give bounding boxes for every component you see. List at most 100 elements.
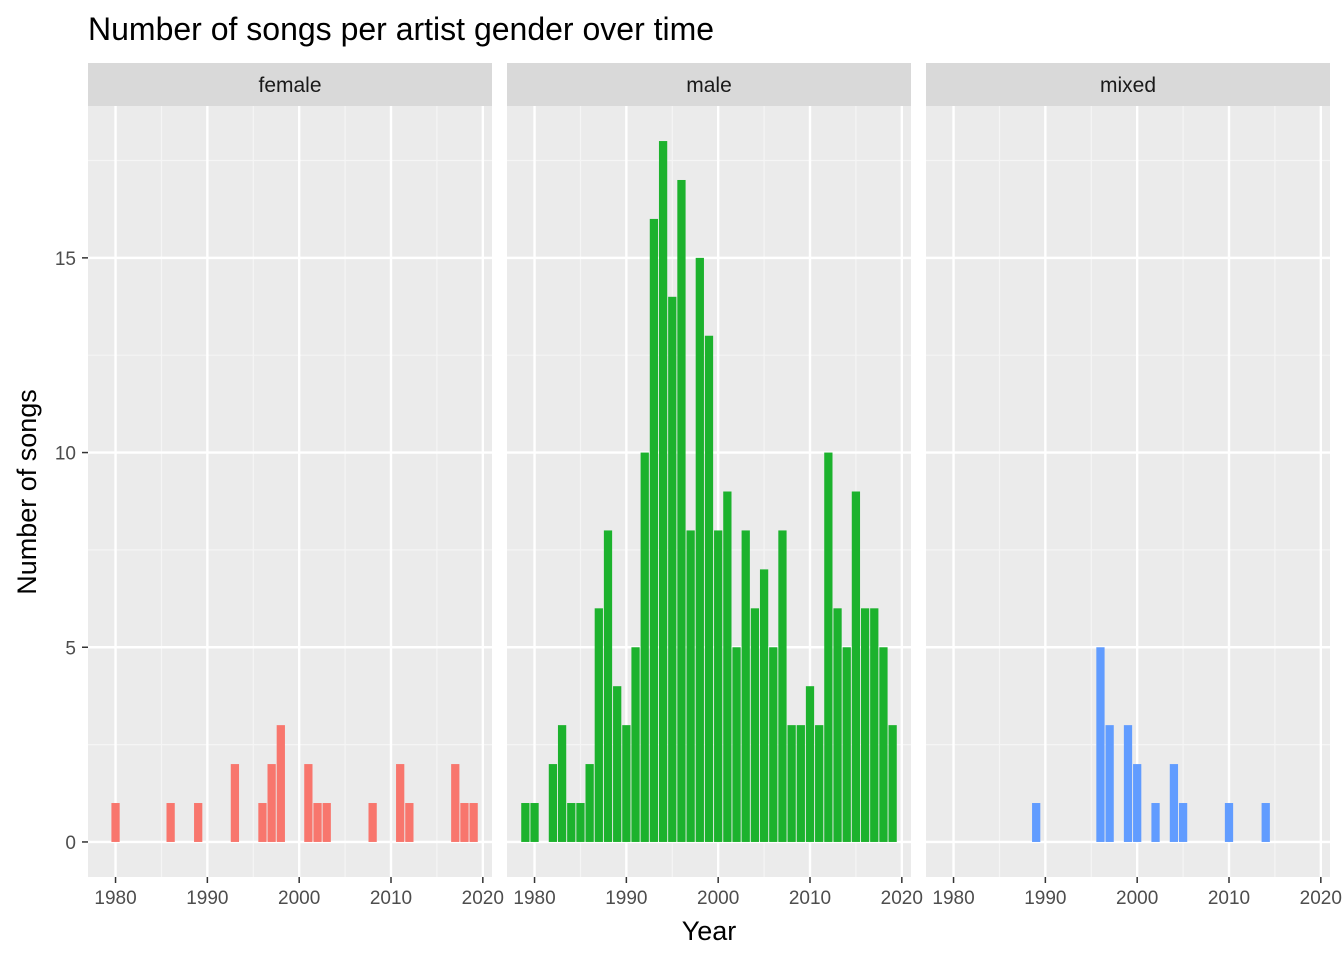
bar-female-1996 [258,803,267,842]
bar-female-1980 [111,803,120,842]
bar-mixed-2000 [1133,764,1142,842]
bar-male-2016 [860,608,870,842]
x-tick-label: 2000 [1116,888,1158,909]
bar-male-2006 [769,647,778,842]
bar-male-2010 [805,686,815,842]
x-tick-label: 2000 [278,888,320,909]
bar-male-2015 [851,491,861,842]
bar-male-2011 [815,725,824,842]
bar-male-2003 [741,530,750,842]
x-tick-label: 2000 [697,888,739,909]
bar-male-2012 [824,452,833,842]
bar-male-1997 [686,530,695,842]
bar-male-1985 [576,803,585,842]
chart-title: Number of songs per artist gender over t… [88,11,714,47]
x-axis-title: Year [682,916,737,946]
bar-male-1993 [649,218,659,842]
y-tick-label: 5 [65,638,76,659]
bar-male-2007 [778,530,787,842]
bar-male-2019 [888,725,897,842]
bar-female-1993 [230,764,240,842]
bar-female-2012 [405,803,414,842]
x-tick-label: 2020 [462,888,504,909]
bar-female-1989 [194,803,203,842]
x-tick-label: 1990 [186,888,228,909]
bar-male-1988 [603,530,613,842]
bar-male-1979 [521,803,530,842]
bar-male-2017 [870,608,879,842]
bar-male-1991 [631,647,640,842]
bar-male-1986 [585,764,594,842]
bar-mixed-1996 [1096,647,1105,842]
bar-mixed-2005 [1178,803,1188,842]
facet-panels: female 1980 1990 2000 2010 2020 male 1980 1990 20… [88,63,1342,909]
panel-male: male 1980 1990 2000 2010 2020 [507,63,923,909]
bar-mixed-1997 [1105,725,1114,842]
bar-male-2005 [759,569,769,842]
y-axis-title: Number of songs [12,389,42,595]
bar-female-1998 [276,725,285,842]
bar-male-1994 [658,141,668,842]
bar-male-1999 [704,335,714,842]
x-tick-label: 2020 [881,888,923,909]
facet-label: male [686,74,732,97]
x-tick-label: 2010 [370,888,412,909]
bar-male-1987 [594,608,603,842]
y-tick-label: 15 [55,249,76,270]
bar-male-2014 [842,647,851,842]
x-tick-label: 1980 [94,888,136,909]
bar-female-2017 [451,764,460,842]
bar-mixed-1989 [1032,803,1041,842]
x-tick-label: 2010 [1208,888,1250,909]
y-tick-label: 10 [55,444,76,465]
bar-male-1990 [622,725,631,842]
bar-female-2001 [304,764,313,842]
bar-male-2008 [787,725,796,842]
bar-male-2013 [833,608,842,842]
x-tick-label: 1980 [932,888,974,909]
bar-female-2002 [313,803,322,842]
y-axis: 0 5 10 15 [55,249,88,854]
bar-male-1980 [530,803,539,842]
bar-male-1984 [567,803,576,842]
bar-female-2011 [396,764,405,842]
bar-mixed-1999 [1123,725,1133,842]
panel-background [88,106,492,877]
facet-strip [926,63,1330,106]
bar-male-1998 [695,257,704,842]
bar-male-1995 [668,296,677,842]
bar-male-2018 [879,647,888,842]
bar-female-2019 [469,803,478,842]
bar-male-2001 [723,491,732,842]
x-tick-label: 1990 [605,888,647,909]
bar-male-2000 [714,530,723,842]
bar-mixed-2010 [1224,803,1234,842]
facet-label: mixed [1100,74,1156,97]
bar-mixed-2004 [1169,764,1179,842]
bar-male-2002 [732,647,741,842]
bar-female-2018 [460,803,469,842]
x-tick-label: 2010 [789,888,831,909]
bar-male-2004 [750,608,760,842]
bar-female-2008 [368,803,377,842]
bar-male-1992 [640,452,649,842]
bar-male-1989 [613,686,622,842]
facet-strip [507,63,911,106]
bar-female-2003 [322,803,331,842]
x-tick-label: 1980 [513,888,555,909]
bar-male-1983 [557,725,567,842]
bar-male-1996 [677,179,686,842]
panel-mixed: mixed 1980 1990 2000 2010 2020 [926,63,1342,909]
facet-label: female [258,74,321,97]
y-tick-label: 0 [65,833,76,854]
bar-female-1997 [267,764,276,842]
facet-strip [88,63,492,106]
bar-mixed-2014 [1261,803,1270,842]
bar-mixed-2002 [1151,803,1160,842]
bar-female-1986 [166,803,175,842]
panel-female: female 1980 1990 2000 2010 2020 [88,63,504,909]
x-tick-label: 2020 [1300,888,1342,909]
bar-male-1982 [548,764,558,842]
bar-male-2009 [796,725,805,842]
